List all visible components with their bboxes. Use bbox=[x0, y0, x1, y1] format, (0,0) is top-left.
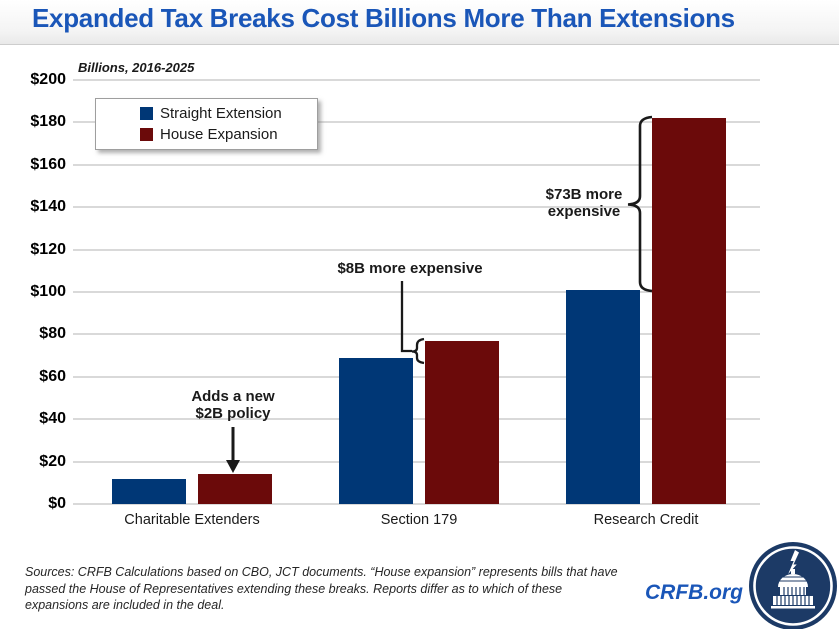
y-axis-tick-label: $40 bbox=[39, 410, 66, 428]
x-axis-category-label: Charitable Extenders bbox=[124, 512, 260, 528]
y-axis-tick-label: $100 bbox=[30, 283, 66, 300]
bar-straight-extension-charitable-extenders bbox=[112, 478, 186, 504]
annotation-research-credit: $73B more expensive bbox=[545, 186, 623, 220]
gridline bbox=[73, 375, 760, 378]
annotation-section179: $8B more expensive bbox=[337, 260, 483, 277]
elbow-connector-icon bbox=[400, 281, 425, 365]
y-axis-tick-label: $120 bbox=[30, 240, 66, 258]
y-axis-tick-label: $160 bbox=[30, 155, 66, 173]
y-axis-tick-label: $200 bbox=[30, 71, 66, 88]
y-axis-tick-label: $20 bbox=[39, 452, 66, 470]
gridline bbox=[73, 291, 760, 293]
crfb-org-link[interactable]: CRFB.org bbox=[645, 581, 743, 604]
y-axis-tick-label: $140 bbox=[30, 198, 66, 216]
legend-label: Straight Extension bbox=[160, 105, 282, 122]
down-arrow-icon bbox=[226, 427, 240, 473]
gridline bbox=[73, 79, 760, 81]
gridline bbox=[73, 163, 760, 166]
sources-note: Sources: CRFB Calculations based on CBO,… bbox=[25, 565, 618, 612]
bar-house-expansion-research-credit bbox=[652, 118, 726, 504]
y-axis-tick-label: $0 bbox=[48, 495, 66, 512]
gridline bbox=[73, 418, 760, 421]
crfb-capitol-logo-icon bbox=[749, 542, 837, 629]
y-axis-tick-label: $180 bbox=[30, 113, 66, 131]
gridline bbox=[73, 248, 760, 251]
bar-straight-extension-section-179 bbox=[339, 357, 413, 504]
legend-swatch-red bbox=[140, 128, 153, 141]
bar-house-expansion-charitable-extenders bbox=[198, 474, 272, 504]
bar-house-expansion-section-179 bbox=[425, 340, 499, 504]
legend-item-house-expansion: House Expansion bbox=[140, 126, 317, 143]
x-axis-category-label: Section 179 bbox=[380, 512, 458, 528]
gridline bbox=[73, 121, 760, 124]
gridline bbox=[73, 460, 760, 463]
gridline bbox=[73, 206, 760, 209]
legend-swatch-blue bbox=[140, 107, 153, 120]
legend-label: House Expansion bbox=[160, 126, 278, 143]
bar-straight-extension-research-credit bbox=[566, 289, 640, 504]
chart-subtitle: Billions, 2016-2025 bbox=[78, 60, 195, 75]
y-axis-tick-label: $80 bbox=[39, 325, 66, 343]
x-axis-category-label: Research Credit bbox=[593, 512, 699, 528]
gridline bbox=[73, 333, 760, 336]
legend-item-straight-extension: Straight Extension bbox=[140, 105, 317, 122]
header-band: Expanded Tax Breaks Cost Billions More T… bbox=[0, 0, 839, 45]
annotation-charitable: Adds a new $2B policy bbox=[191, 388, 275, 422]
page-title: Expanded Tax Breaks Cost Billions More T… bbox=[32, 3, 735, 33]
y-axis-tick-label: $60 bbox=[39, 367, 66, 385]
gridline bbox=[73, 503, 760, 505]
chart-legend: Straight Extension House Expansion bbox=[95, 98, 318, 150]
